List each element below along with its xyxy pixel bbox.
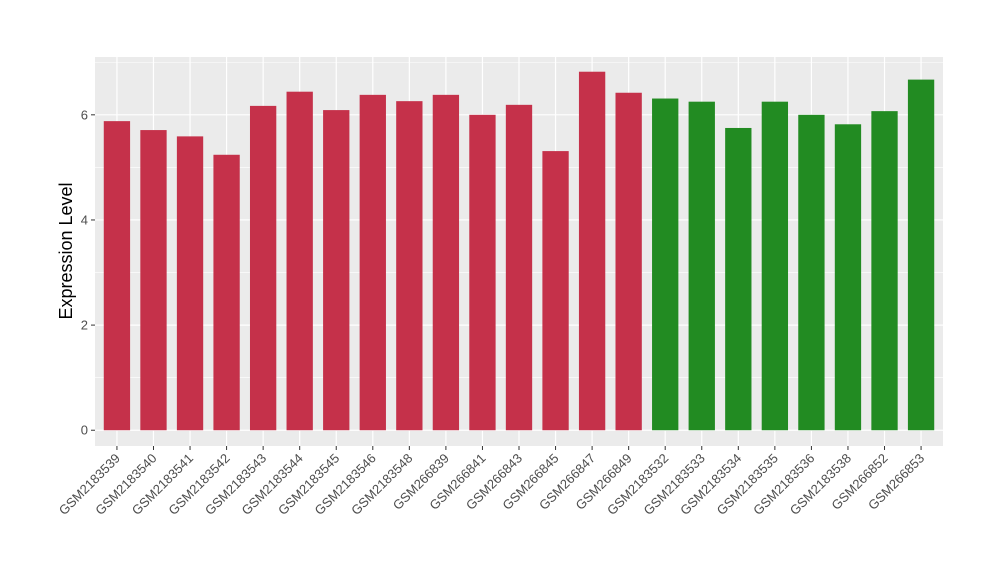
bar-GSM266839	[432, 94, 460, 431]
bar-GSM2183540	[140, 130, 167, 431]
bar-GSM266852	[871, 111, 898, 431]
y-axis: 0 2 4 6	[81, 107, 95, 438]
y-axis-title: Expression Level	[56, 182, 76, 319]
bar-GSM2183542	[213, 154, 240, 431]
bar-GSM2183536	[798, 114, 825, 431]
bar-GSM2183539	[103, 121, 131, 431]
bar-GSM2183532	[652, 98, 679, 431]
bars	[103, 71, 935, 431]
bar-GSM2183544	[286, 91, 313, 431]
bar-GSM2183541	[176, 136, 204, 431]
bar-GSM266843	[505, 104, 533, 431]
x-axis: GSM2183539GSM2183540GSM2183541GSM2183542…	[56, 446, 927, 518]
bar-GSM2183535	[761, 101, 789, 431]
bar-GSM266841	[469, 114, 496, 431]
bar-GSM266853	[907, 79, 935, 431]
bar-GSM2183534	[725, 127, 752, 431]
y-tick-label: 4	[81, 212, 88, 227]
y-tick-label: 6	[81, 107, 88, 122]
bar-GSM2183538	[834, 124, 862, 431]
y-tick-label: 2	[81, 318, 88, 333]
bar-GSM266847	[578, 71, 606, 431]
bar-GSM266849	[615, 92, 642, 431]
bar-GSM266845	[542, 151, 569, 431]
y-tick-label: 0	[81, 423, 88, 438]
bar-GSM2183548	[396, 101, 423, 431]
bar-GSM2183546	[359, 94, 386, 431]
bar-GSM2183545	[323, 110, 350, 431]
bar-GSM2183543	[249, 105, 277, 431]
bar-GSM2183533	[688, 101, 715, 431]
